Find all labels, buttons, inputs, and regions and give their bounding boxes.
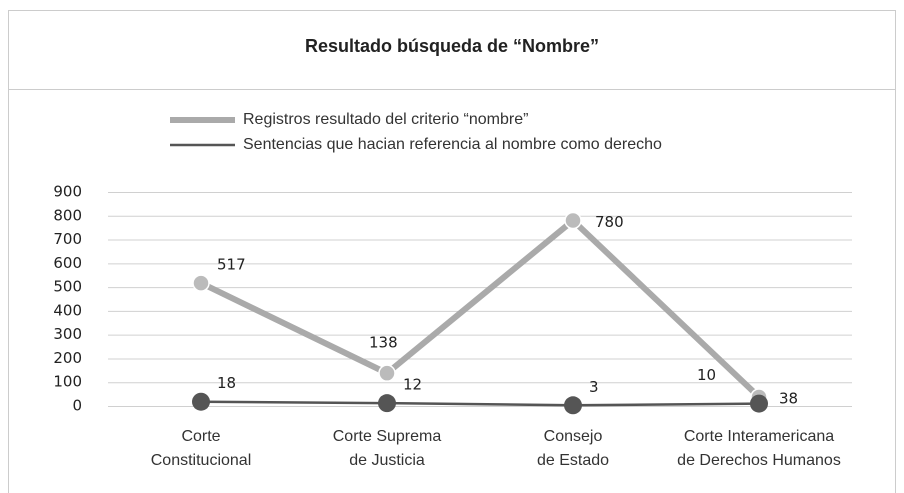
chart-title: Resultado búsqueda de “Nombre”: [305, 36, 599, 56]
x-tick-label: Corte Suprema: [333, 428, 442, 445]
legend-label: Registros resultado del criterio “nombre…: [243, 111, 528, 128]
data-label: 138: [369, 334, 398, 352]
point: [192, 392, 210, 411]
point: [378, 394, 396, 413]
data-label: 3: [589, 378, 599, 396]
point: [564, 211, 582, 230]
x-tick-label: Corte: [181, 428, 220, 445]
y-tick-label: 200: [53, 349, 82, 367]
point: [564, 396, 582, 415]
y-tick-label: 600: [53, 254, 82, 272]
point: [378, 364, 396, 382]
x-tick-label: Constitucional: [151, 452, 252, 469]
chart-frame: [8, 10, 896, 493]
y-tick-label: 900: [53, 183, 82, 201]
y-tick-label: 700: [53, 230, 82, 248]
y-tick-label: 300: [53, 325, 82, 343]
x-tick-label: de Derechos Humanos: [677, 452, 841, 469]
y-tick-label: 0: [72, 397, 82, 415]
y-tick-label: 500: [53, 278, 82, 296]
y-tick-label: 400: [53, 301, 82, 319]
x-tick-label: Consejo: [544, 428, 603, 445]
data-label: 12: [403, 376, 422, 394]
x-tick-label: de Estado: [537, 452, 609, 469]
data-label: 780: [595, 213, 624, 231]
y-tick-label: 100: [53, 373, 82, 391]
data-label: 38: [779, 389, 798, 407]
data-label: 517: [217, 256, 246, 274]
point: [750, 394, 768, 413]
x-tick-label: Corte Interamericana: [684, 428, 834, 445]
series-line: [199, 216, 762, 400]
data-label: 18: [217, 374, 236, 392]
y-tick-label: 800: [53, 206, 82, 224]
series-line: [200, 400, 760, 407]
x-tick-label: de Justicia: [349, 452, 425, 469]
legend-label: Sentencias que hacian referencia al nomb…: [243, 136, 662, 153]
data-label: 10: [697, 366, 716, 384]
point: [192, 274, 210, 292]
